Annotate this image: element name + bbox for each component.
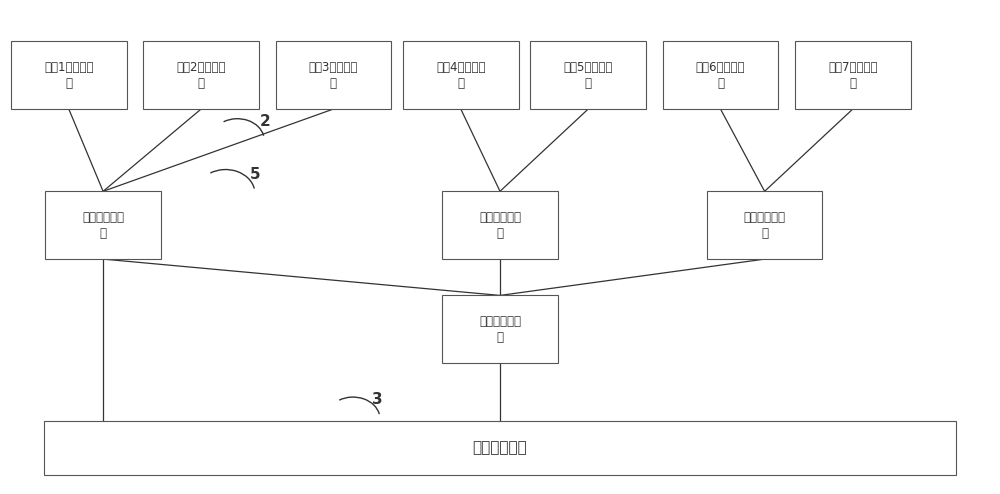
Bar	[45, 191, 161, 259]
Text: 2: 2	[259, 114, 270, 128]
Bar	[795, 41, 911, 109]
Text: 接口汇总服务
器: 接口汇总服务 器	[479, 315, 521, 344]
Bar	[707, 191, 822, 259]
Bar	[143, 41, 259, 109]
Bar	[442, 191, 558, 259]
Text: 接口汇总服务
器: 接口汇总服务 器	[479, 211, 521, 240]
Text: 接口汇总服务
器: 接口汇总服务 器	[82, 211, 124, 240]
Text: 工厂7接口服务
器: 工厂7接口服务 器	[828, 61, 878, 89]
Bar	[11, 41, 127, 109]
Text: 工厂4接口服务
器: 工厂4接口服务 器	[436, 61, 486, 89]
Bar	[276, 41, 391, 109]
Text: 工厂6接口服务
器: 工厂6接口服务 器	[696, 61, 745, 89]
Bar	[442, 295, 558, 363]
Bar	[403, 41, 519, 109]
Text: 3: 3	[372, 392, 383, 407]
Bar	[44, 421, 956, 475]
Text: 工厂3接口服务
器: 工厂3接口服务 器	[309, 61, 358, 89]
Bar	[530, 41, 646, 109]
Text: 5: 5	[250, 167, 260, 182]
Bar	[663, 41, 778, 109]
Text: 工厂2接口服务
器: 工厂2接口服务 器	[176, 61, 226, 89]
Text: 云端资源模块: 云端资源模块	[473, 441, 527, 455]
Text: 工厂1接口服务
器: 工厂1接口服务 器	[44, 61, 94, 89]
Text: 工厂5接口服务
器: 工厂5接口服务 器	[564, 61, 613, 89]
Text: 接口汇总服务
器: 接口汇总服务 器	[744, 211, 786, 240]
